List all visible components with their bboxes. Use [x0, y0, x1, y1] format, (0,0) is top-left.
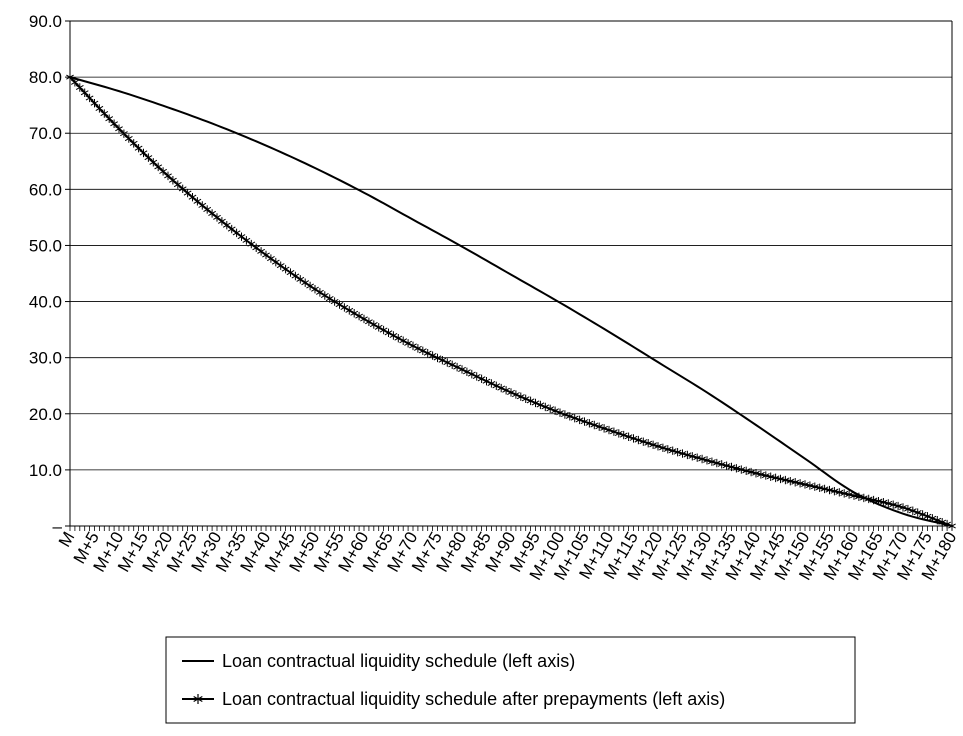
series-1-line [69, 76, 953, 527]
legend-label-1: Loan contractual liquidity schedule (lef… [222, 651, 575, 671]
legend-label-2: Loan contractual liquidity schedule afte… [222, 689, 725, 709]
y-tick-label: 20.0 [29, 405, 62, 424]
legend: Loan contractual liquidity schedule (lef… [165, 636, 856, 724]
y-tick-label: 30.0 [29, 349, 62, 368]
y-axis: – 10.0 20.0 30.0 40.0 50.0 60.0 70.0 80.0 90.0 [29, 12, 70, 536]
y-tick-label: 50.0 [29, 236, 62, 255]
y-tick-label: – [53, 517, 63, 536]
y-tick-label: 10.0 [29, 461, 62, 480]
y-tick-label: 60.0 [29, 180, 62, 199]
y-tick-label: 90.0 [29, 12, 62, 31]
gridlines [69, 20, 953, 526]
legend-marker-2 [193, 694, 203, 704]
y-tick-label: 80.0 [29, 68, 62, 87]
y-tick-label: 40.0 [29, 293, 62, 312]
legend-box [165, 636, 856, 724]
series-2-markers [66, 72, 956, 531]
x-axis: MM+5M+10M+15M+20M+25M+30M+35M+40M+45M+50… [55, 525, 960, 583]
series-group [66, 72, 956, 531]
y-tick-label: 70.0 [29, 124, 62, 143]
